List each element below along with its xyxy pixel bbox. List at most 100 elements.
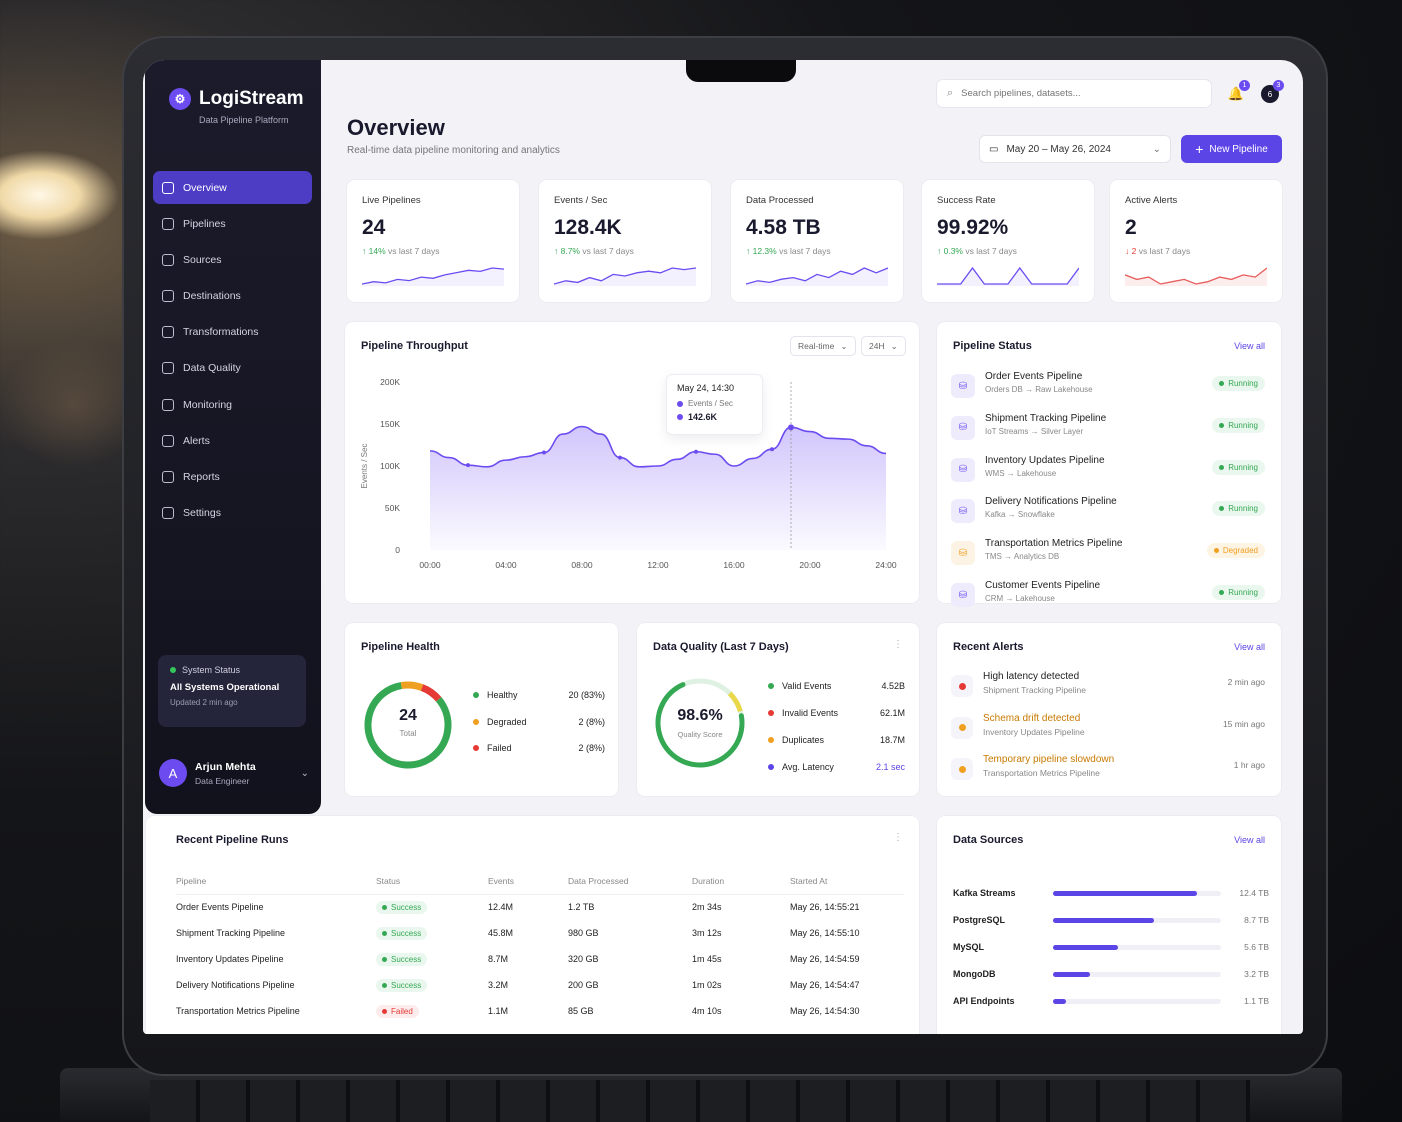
cell-text: 1m 02s [692, 980, 722, 990]
date-range-picker[interactable]: ▭ May 20 – May 26, 2024 ⌄ [979, 135, 1171, 163]
legend-dot-icon [473, 745, 479, 751]
kpi-label: Events / Sec [554, 195, 608, 206]
table-cell: 200 GB [568, 972, 692, 998]
sidebar-item-alerts[interactable]: Alerts [153, 424, 312, 457]
sidebar-item-destinations[interactable]: Destinations [153, 280, 312, 313]
pipeline-status-row[interactable]: ⛁ Order Events Pipeline Orders DB → Raw La… [951, 368, 1267, 406]
column-header[interactable]: Pipeline [176, 868, 376, 895]
sidebar-item-reports[interactable]: Reports [153, 461, 312, 494]
data-source-row[interactable]: PostgreSQL 8.7 TB [953, 910, 1269, 930]
alert-title: Schema drift detected [983, 712, 1081, 724]
table-cell: May 26, 14:54:30 [790, 998, 904, 1024]
sidebar-item-monitoring[interactable]: Monitoring [153, 388, 312, 421]
source-name: API Endpoints [953, 996, 1015, 1006]
data-source-row[interactable]: MySQL 5.6 TB [953, 937, 1269, 957]
pipeline-status-view-all[interactable]: View all [1234, 341, 1265, 351]
page-title: Overview [347, 115, 445, 140]
legend-value: 20 (83%) [568, 690, 605, 700]
donut-slice-degraded[interactable] [358, 675, 458, 775]
sparkline-area [1125, 268, 1267, 286]
throughput-point[interactable] [466, 463, 470, 468]
sparkline-area [554, 268, 696, 286]
throughput-point[interactable] [788, 424, 794, 431]
sidebar-item-label: Reports [183, 471, 220, 483]
range-select[interactable]: 24H ⌄ [861, 336, 906, 356]
sparkline-line [1125, 267, 1267, 285]
pipeline-status-row[interactable]: ⛁ Transportation Metrics Pipeline TMS → An… [951, 535, 1267, 573]
alert-item[interactable]: Temporary pipeline slowdown Transportatio… [951, 750, 1267, 790]
sidebar: ⚙ LogiStream Data Pipeline Platform Over… [145, 60, 321, 814]
table-row[interactable]: Order Events Pipeline Success 12.4M 1.2 TB 2… [176, 894, 904, 920]
alert-item[interactable]: Schema drift detected Inventory Updates P… [951, 709, 1267, 749]
alert-time: 2 min ago [1227, 677, 1265, 687]
table-cell: Inventory Updates Pipeline [176, 946, 376, 972]
chevron-down-icon[interactable]: ⌄ [300, 767, 309, 779]
throughput-chart[interactable]: 200K 150K 100K 50K 0 00:00 04:00 08:00 12:00 16:0… [345, 322, 921, 605]
runs-title: Recent Pipeline Runs [176, 834, 289, 846]
pipeline-status-row[interactable]: ⛁ Shipment Tracking Pipeline IoT Streams →… [951, 410, 1267, 448]
throughput-point[interactable] [542, 450, 546, 455]
mode-select[interactable]: Real-time ⌄ [790, 336, 856, 356]
column-header[interactable]: Events [488, 868, 568, 895]
more-icon[interactable]: ⋮ [893, 832, 903, 843]
messages-button[interactable]: 6 3 [1261, 80, 1284, 103]
cell-text: May 26, 14:55:21 [790, 902, 860, 913]
column-header[interactable]: Duration [692, 868, 790, 895]
sidebar-item-data-quality[interactable]: Data Quality [153, 352, 312, 385]
alert-item[interactable]: High latency detected Shipment Tracking P… [951, 667, 1267, 707]
donut-slice-failed[interactable] [358, 675, 458, 775]
kpi-note: vs last 7 days [965, 246, 1017, 256]
data-source-row[interactable]: MongoDB 3.2 TB [953, 964, 1269, 984]
alerts-title: Recent Alerts [953, 641, 1024, 653]
pipeline-status-row[interactable]: ⛁ Inventory Updates Pipeline WMS → Lakehou… [951, 452, 1267, 490]
status-dot-icon [382, 930, 387, 936]
table-cell: Shipment Tracking Pipeline [176, 920, 376, 946]
kpi-delta: ↓ 2 [1125, 246, 1137, 256]
kpi-delta-row: ↑ 8.7% vs last 7 days [554, 246, 634, 256]
throughput-point[interactable] [770, 447, 774, 452]
logo[interactable]: ⚙ LogiStream [169, 88, 304, 110]
pipeline-route: TMS → Analytics DB [985, 552, 1060, 562]
kpi-card: Events / Sec 128.4K ↑ 8.7% vs last 7 days [538, 179, 712, 303]
column-header[interactable]: Data Processed [568, 868, 692, 895]
pipeline-status-row[interactable]: ⛁ Customer Events Pipeline CRM → Lakehouse… [951, 577, 1267, 615]
search-bar[interactable]: ⌕ [936, 79, 1212, 108]
data-quality-card: Data Quality (Last 7 Days) ⋮ 98.6% Quali… [636, 622, 920, 797]
notifications-button[interactable]: 🔔 1 [1227, 80, 1250, 103]
cell-text: Delivery Notifications Pipeline [176, 980, 295, 990]
data-source-row[interactable]: API Endpoints 1.1 TB [953, 991, 1269, 1011]
donut-slice-healthy[interactable] [358, 675, 458, 775]
alerts-view-all[interactable]: View all [1234, 642, 1265, 652]
table-row[interactable]: Transportation Metrics Pipeline Failed 1.1… [176, 998, 904, 1024]
more-icon[interactable]: ⋮ [893, 639, 903, 650]
sidebar-item-overview[interactable]: Overview [153, 171, 312, 204]
sidebar-item-sources[interactable]: Sources [153, 243, 312, 276]
user-name: Arjun Mehta [195, 760, 256, 773]
status-label: Degraded [1222, 546, 1258, 556]
new-pipeline-button[interactable]: + New Pipeline [1181, 135, 1282, 163]
table-row[interactable]: Delivery Notifications Pipeline Success 3.… [176, 972, 904, 998]
kpi-note: vs last 7 days [582, 246, 634, 256]
table-row[interactable]: Shipment Tracking Pipeline Success 45.8M 98… [176, 920, 904, 946]
table-cell: 1.2 TB [568, 894, 692, 920]
source-bar-fill [1053, 890, 1198, 896]
column-header[interactable]: Started At [790, 868, 904, 895]
sources-view-all[interactable]: View all [1234, 835, 1265, 845]
sidebar-item-pipelines[interactable]: Pipelines [153, 207, 312, 240]
pipeline-name: Customer Events Pipeline [985, 580, 1101, 591]
throughput-point[interactable] [618, 455, 622, 460]
column-header[interactable]: Status [376, 868, 488, 895]
run-status-label: Success [391, 980, 422, 990]
pipeline-status-row[interactable]: ⛁ Delivery Notifications Pipeline Kafka → … [951, 493, 1267, 531]
sidebar-item-transformations[interactable]: Transformations [153, 316, 312, 349]
sidebar-item-settings[interactable]: Settings [153, 497, 312, 530]
user-menu[interactable]: A Arjun Mehta Data Engineer ⌄ [159, 756, 309, 790]
throughput-title: Pipeline Throughput [361, 340, 468, 352]
destination-icon [162, 290, 174, 303]
throughput-point[interactable] [694, 449, 698, 454]
table-row[interactable]: Inventory Updates Pipeline Success 8.7M 320… [176, 946, 904, 972]
search-input[interactable] [961, 88, 1182, 99]
data-source-row[interactable]: Kafka Streams 12.4 TB [953, 883, 1269, 903]
cell-text: 12.4M [488, 902, 514, 913]
pipeline-icon: ⛁ [951, 499, 975, 524]
